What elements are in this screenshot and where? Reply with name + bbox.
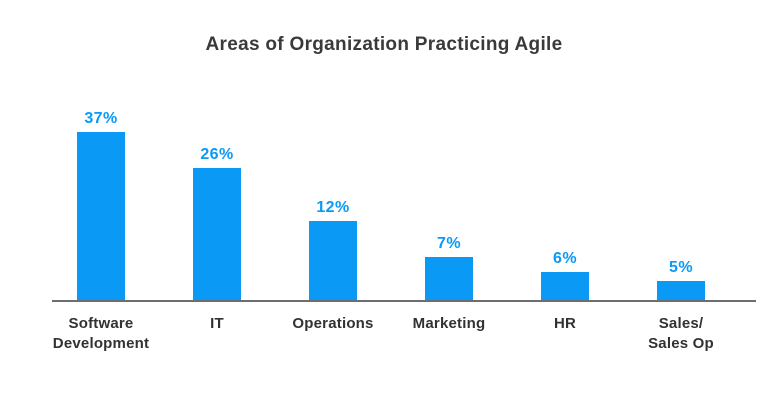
bar-value-label: 26% <box>200 146 234 163</box>
bar-column: 7% <box>391 100 507 300</box>
category-label: IT <box>210 315 224 332</box>
bar-hr <box>541 272 589 300</box>
bar-value-label: 12% <box>316 199 350 216</box>
bar-column: 6% <box>507 100 623 300</box>
category-label: Sales/ Sales Op <box>648 315 714 352</box>
bar-value-label: 6% <box>553 250 577 267</box>
bar-value-label: 37% <box>84 110 118 127</box>
bar-column: 5% <box>623 100 739 300</box>
bar-column: 12% <box>275 100 391 300</box>
bar-marketing <box>425 257 473 300</box>
bars-row: 37% 26% 12% 7% 6% 5% <box>43 100 739 300</box>
bar-it <box>193 168 241 300</box>
x-axis-line <box>52 300 756 302</box>
chart-title: Areas of Organization Practicing Agile <box>205 34 563 55</box>
bar-sales-sales-op <box>657 281 705 300</box>
category-label: HR <box>553 315 577 332</box>
category-label: Operations <box>292 315 374 332</box>
category-label: Marketing <box>412 315 486 332</box>
bar-column: 26% <box>159 100 275 300</box>
bar-value-label: 5% <box>669 259 693 276</box>
category-labels-row: Software Development IT Operations Marke… <box>43 314 739 354</box>
bar-value-label: 7% <box>437 235 461 252</box>
category-label: Software Development <box>52 315 150 352</box>
bar-operations <box>309 221 357 300</box>
bar-column: 37% <box>43 100 159 300</box>
bar-software-development <box>77 132 125 300</box>
